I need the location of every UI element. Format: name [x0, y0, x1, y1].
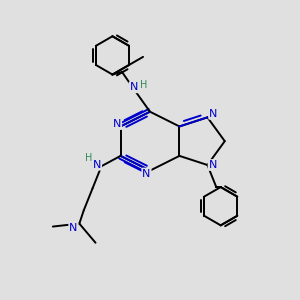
Text: N: N [130, 82, 138, 92]
Text: N: N [113, 119, 121, 129]
Text: N: N [208, 160, 217, 170]
Text: N: N [69, 223, 78, 233]
Text: N: N [130, 82, 138, 92]
Text: N: N [69, 223, 78, 233]
Text: N: N [209, 109, 218, 119]
Text: N: N [208, 160, 217, 170]
Text: N: N [142, 169, 151, 178]
Text: N: N [93, 160, 101, 170]
Text: H: H [85, 153, 93, 163]
Text: H: H [140, 80, 147, 90]
Text: N: N [113, 119, 121, 129]
Text: H: H [140, 80, 147, 90]
Text: H: H [85, 153, 93, 163]
Text: N: N [142, 169, 151, 178]
Text: N: N [93, 160, 101, 170]
Text: N: N [209, 109, 218, 119]
